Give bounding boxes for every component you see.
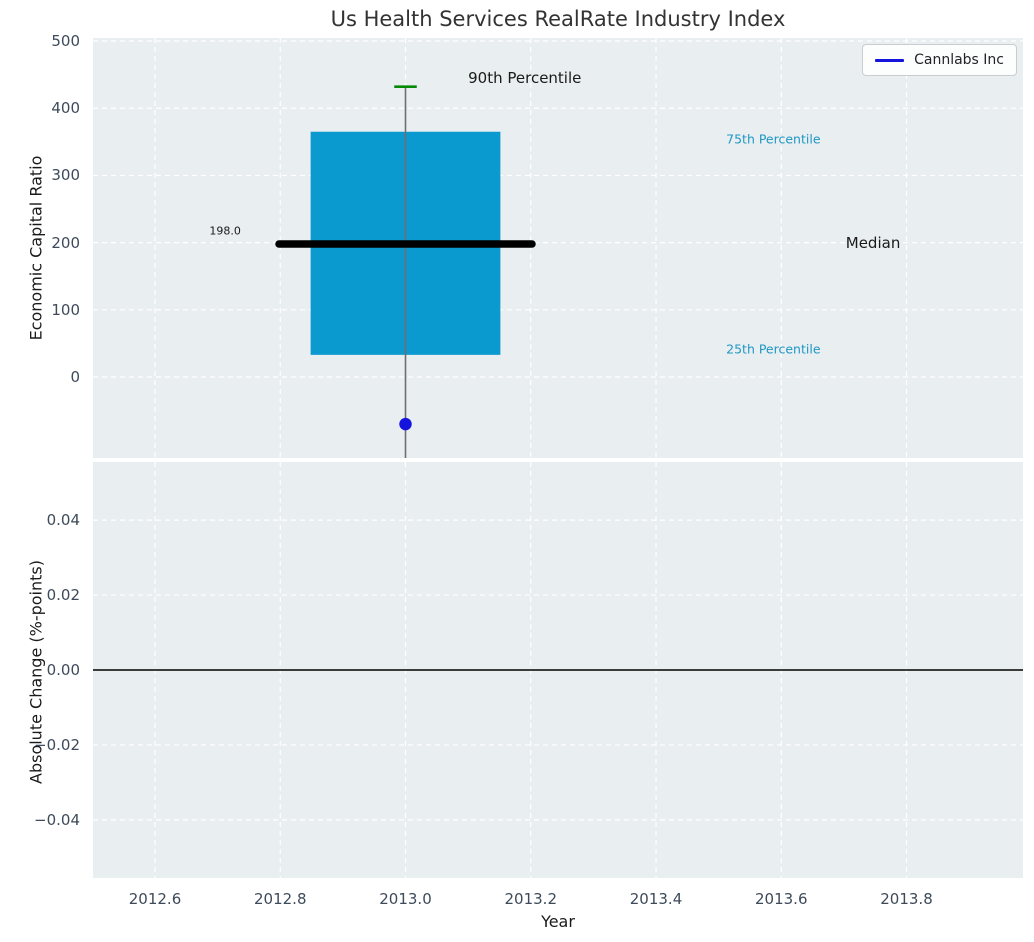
panel-absolute-change — [93, 462, 1023, 878]
y-tick-label-top: 0 — [70, 368, 80, 387]
y-tick-label-top: 400 — [51, 99, 80, 118]
annotation-198-0: 198.0 — [209, 224, 241, 238]
annotation-90th-percentile: 90th Percentile — [468, 68, 582, 87]
panel-economic-capital-ratio — [93, 38, 1023, 458]
legend: Cannlabs Inc — [862, 44, 1017, 76]
x-tick-label: 2013.4 — [629, 890, 683, 908]
x-tick-label: 2013.2 — [504, 890, 558, 908]
bottom-axes — [93, 462, 1023, 878]
y-tick-label-bottom: 0.00 — [46, 661, 80, 679]
y-tick-label-bottom: −0.04 — [34, 810, 80, 829]
annotation-25th-percentile: 25th Percentile — [726, 341, 821, 357]
x-tick-label: 2013.8 — [880, 890, 933, 908]
y-tick-label-top: 200 — [51, 233, 80, 252]
chart-title: Us Health Services RealRate Industry Ind… — [330, 7, 786, 31]
x-tick-label: 2012.6 — [128, 890, 182, 908]
x-tick-label: 2013.6 — [755, 890, 808, 908]
x-tick-label: 2013.0 — [379, 890, 432, 908]
y-tick-label-bottom: 0.04 — [46, 511, 80, 530]
y-tick-label-bottom: −0.02 — [34, 735, 80, 754]
y-tick-label-top: 500 — [51, 32, 80, 51]
top-axes — [93, 38, 1023, 458]
y-tick-label-top: 300 — [51, 166, 80, 185]
annotation-median: Median — [845, 234, 901, 253]
x-tick-label: 2012.8 — [254, 890, 307, 908]
y-tick-label-top: 100 — [51, 300, 80, 319]
y-tick-label-bottom: 0.02 — [46, 586, 80, 605]
annotation-75th-percentile: 75th Percentile — [726, 131, 821, 147]
cannlabs-point — [399, 417, 412, 431]
legend-label: Cannlabs Inc — [914, 52, 1004, 68]
x-axis-label: Year — [541, 912, 575, 931]
legend-line-swatch — [875, 58, 905, 62]
